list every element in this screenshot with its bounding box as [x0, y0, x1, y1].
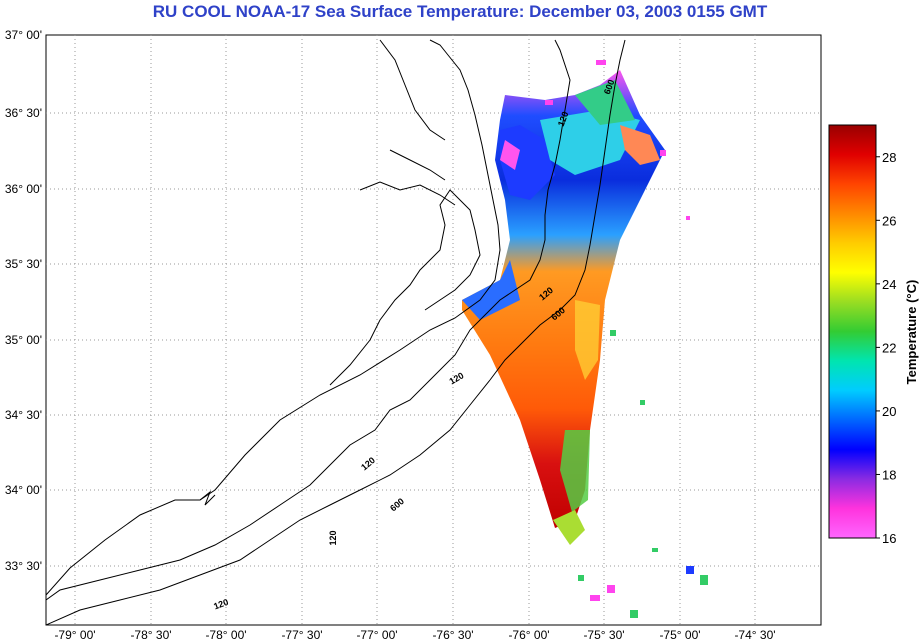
- latitude-labels: 37° 00' 36° 30' 36° 00' 35° 30' 35° 00' 34° 3…: [5, 28, 42, 573]
- map-frame: [45, 34, 822, 626]
- sst-specks-green: [578, 330, 708, 618]
- longitude-label: -75° 30': [583, 628, 624, 642]
- colorbar-tick-label: 26: [882, 213, 896, 228]
- contour-label: 120: [212, 597, 230, 612]
- colorbar: 28 26 24 22 20 18 16 Temperature (°C): [828, 124, 919, 546]
- latitude-label: 35° 00': [5, 333, 42, 347]
- longitude-label: -78° 30': [130, 628, 171, 642]
- contour-label: 120: [328, 530, 338, 545]
- colorbar-tick-label: 28: [882, 150, 896, 165]
- colorbar-tick-label: 18: [882, 467, 896, 482]
- colorbar-tick-label: 20: [882, 404, 896, 419]
- latitude-label: 34° 30': [5, 408, 42, 422]
- sst-specks: [545, 60, 690, 601]
- longitude-labels: -79° 00' -78° 30' -78° 00' -77° 30' -77° 00'…: [54, 628, 775, 642]
- sst-swath: [462, 60, 708, 618]
- isobath-600: [46, 39, 626, 625]
- latitude-label: 36° 00': [5, 182, 42, 196]
- contour-label: 600: [602, 78, 617, 96]
- longitude-label: -74° 30': [734, 628, 775, 642]
- colorbar-tick-label: 16: [882, 531, 896, 546]
- coastline: [46, 39, 501, 596]
- longitude-label: -77° 00': [356, 628, 397, 642]
- longitude-label: -79° 00': [54, 628, 95, 642]
- colorbar-label: Temperature (°C): [904, 280, 919, 385]
- colorbar-ticks: 28 26 24 22 20 18 16: [876, 150, 896, 546]
- latitude-label: 34° 00': [5, 483, 42, 497]
- sound-shoreline: [199, 189, 481, 506]
- colorbar-tick-label: 24: [882, 277, 896, 292]
- latitude-label: 37° 00': [5, 28, 42, 42]
- colorbar-bar: [828, 124, 877, 539]
- longitude-label: -75° 00': [659, 628, 700, 642]
- coastline-and-isobaths: [46, 39, 626, 625]
- contour-label: 120: [556, 110, 571, 128]
- inland-shoreline: [359, 39, 456, 206]
- longitude-label: -78° 00': [205, 628, 246, 642]
- map-title: RU COOL NOAA-17 Sea Surface Temperature:…: [152, 2, 768, 21]
- longitude-label: -76° 00': [508, 628, 549, 642]
- isobath-120: [46, 39, 571, 601]
- longitude-label: -77° 30': [281, 628, 322, 642]
- longitude-label: -76° 30': [432, 628, 473, 642]
- latitude-label: 33° 30': [5, 559, 42, 573]
- latitude-label: 36° 30': [5, 106, 42, 120]
- latitude-label: 35° 30': [5, 257, 42, 271]
- colorbar-tick-label: 22: [882, 340, 896, 355]
